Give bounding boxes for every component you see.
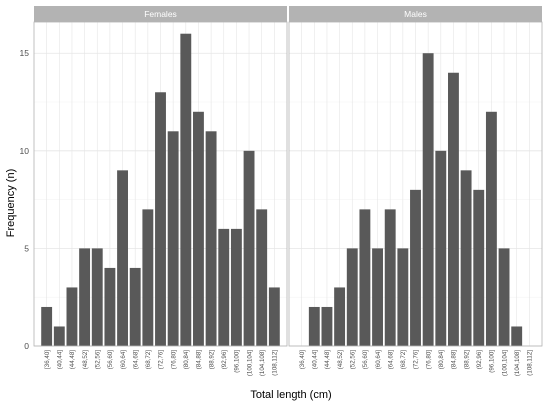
x-tick-label: (88,92] — [463, 350, 470, 370]
x-tick-label: (56,60] — [107, 350, 114, 370]
bar — [473, 189, 485, 346]
x-tick-label: (96,100] — [234, 350, 241, 373]
y-tick-label: 15 — [20, 48, 30, 58]
x-tick-label: (40,44] — [57, 350, 64, 370]
bar — [91, 248, 103, 346]
bar — [218, 228, 230, 346]
strip-males — [289, 6, 542, 22]
x-tick-label: (72,76] — [158, 350, 165, 370]
bar — [167, 131, 179, 346]
bar — [410, 189, 421, 346]
panel-border-females — [33, 21, 288, 347]
x-tick-label: (56,60] — [362, 350, 369, 370]
x-tick-label: (48,52] — [82, 350, 89, 370]
bar — [155, 92, 166, 346]
bar — [79, 248, 91, 346]
x-tick-label: (68,72] — [400, 350, 407, 370]
bar — [142, 209, 154, 346]
bar — [256, 209, 268, 346]
x-tick-label: (96,100] — [489, 350, 496, 373]
bar — [268, 287, 280, 346]
x-axis-title: Total length (cm) — [250, 389, 331, 401]
x-tick-label: (108,112] — [527, 350, 534, 376]
x-tick-label: (68,72] — [145, 350, 152, 370]
bar — [498, 248, 510, 346]
panel-females: Females [36,40] (40,44] (44,48] (48,52] (52,… — [33, 6, 288, 376]
y-tick-label: 0 — [24, 341, 29, 351]
bars-females — [41, 33, 280, 346]
bar — [384, 209, 396, 346]
x-tick-label: (100,104] — [501, 350, 508, 376]
x-tick-labels-females: [36,40] (40,44] (44,48] (48,52] (52,56] (56,6… — [44, 350, 279, 376]
bar — [511, 326, 523, 346]
x-tick-label: (72,76] — [413, 350, 420, 370]
x-tick-label: (84,88] — [196, 350, 203, 370]
bar — [346, 248, 358, 346]
x-tick-label: (88,92] — [208, 350, 215, 370]
bar — [397, 248, 409, 346]
x-tick-label: (76,80] — [425, 350, 432, 370]
panel-males: Males (36,40] (40,44] (44,48] (48,52] (52,56… — [288, 6, 543, 376]
bar — [308, 306, 320, 346]
x-tick-labels-males: (36,40] (40,44] (44,48] (48,52] (52,56] (56,6… — [299, 350, 534, 376]
strip-females — [34, 6, 287, 22]
y-tick-label: 5 — [24, 243, 29, 253]
y-tick-labels: 0 5 10 15 — [20, 48, 30, 351]
y-tick-label: 10 — [20, 146, 30, 156]
bar — [205, 131, 217, 346]
x-tick-label: (80,84] — [438, 350, 445, 370]
x-tick-label: (36,40] — [299, 350, 306, 370]
x-tick-label: (48,52] — [337, 350, 344, 370]
x-tick-label: [36,40] — [44, 350, 51, 369]
bar — [230, 228, 242, 346]
strip-label-males: Males — [404, 9, 427, 19]
bar — [334, 287, 346, 346]
x-tick-label: (100,104] — [246, 350, 253, 376]
bar — [243, 150, 255, 346]
x-tick-label: (92,96] — [476, 350, 483, 370]
bar — [129, 267, 141, 346]
x-tick-label: (44,48] — [69, 350, 76, 370]
x-tick-label: (60,64] — [375, 350, 382, 370]
x-tick-label: (40,44] — [312, 350, 319, 370]
bars-males — [308, 53, 523, 347]
bar — [53, 326, 65, 346]
x-tick-label: (52,56] — [94, 350, 101, 370]
bar — [117, 170, 128, 346]
x-tick-label: (104,108] — [259, 350, 266, 376]
bar — [448, 72, 459, 347]
x-tick-label: (108,112] — [272, 350, 279, 376]
bar — [193, 111, 204, 346]
x-tick-label: (84,88] — [451, 350, 458, 370]
panel-border-males — [288, 21, 543, 347]
bar — [321, 306, 333, 346]
x-tick-label: (64,68] — [132, 350, 139, 370]
x-tick-label: (92,96] — [221, 350, 228, 370]
bar — [460, 170, 472, 346]
bar — [372, 248, 383, 346]
x-tick-label: (104,108] — [514, 350, 521, 376]
x-tick-label: (44,48] — [324, 350, 331, 370]
y-axis-title: Frequency (n) — [5, 169, 17, 237]
strip-label-females: Females — [144, 9, 177, 19]
x-tick-label: (52,56] — [349, 350, 356, 370]
x-tick-label: (60,64] — [120, 350, 127, 370]
x-tick-label: (80,84] — [183, 350, 190, 370]
bar — [180, 33, 192, 346]
bar — [41, 306, 53, 346]
bar — [485, 111, 497, 346]
x-tick-label: (64,68] — [387, 350, 394, 370]
bar — [422, 53, 434, 347]
bar — [104, 267, 116, 346]
bar — [66, 287, 78, 346]
bar — [359, 209, 371, 346]
bar — [435, 150, 447, 346]
x-tick-label: (76,80] — [170, 350, 177, 370]
